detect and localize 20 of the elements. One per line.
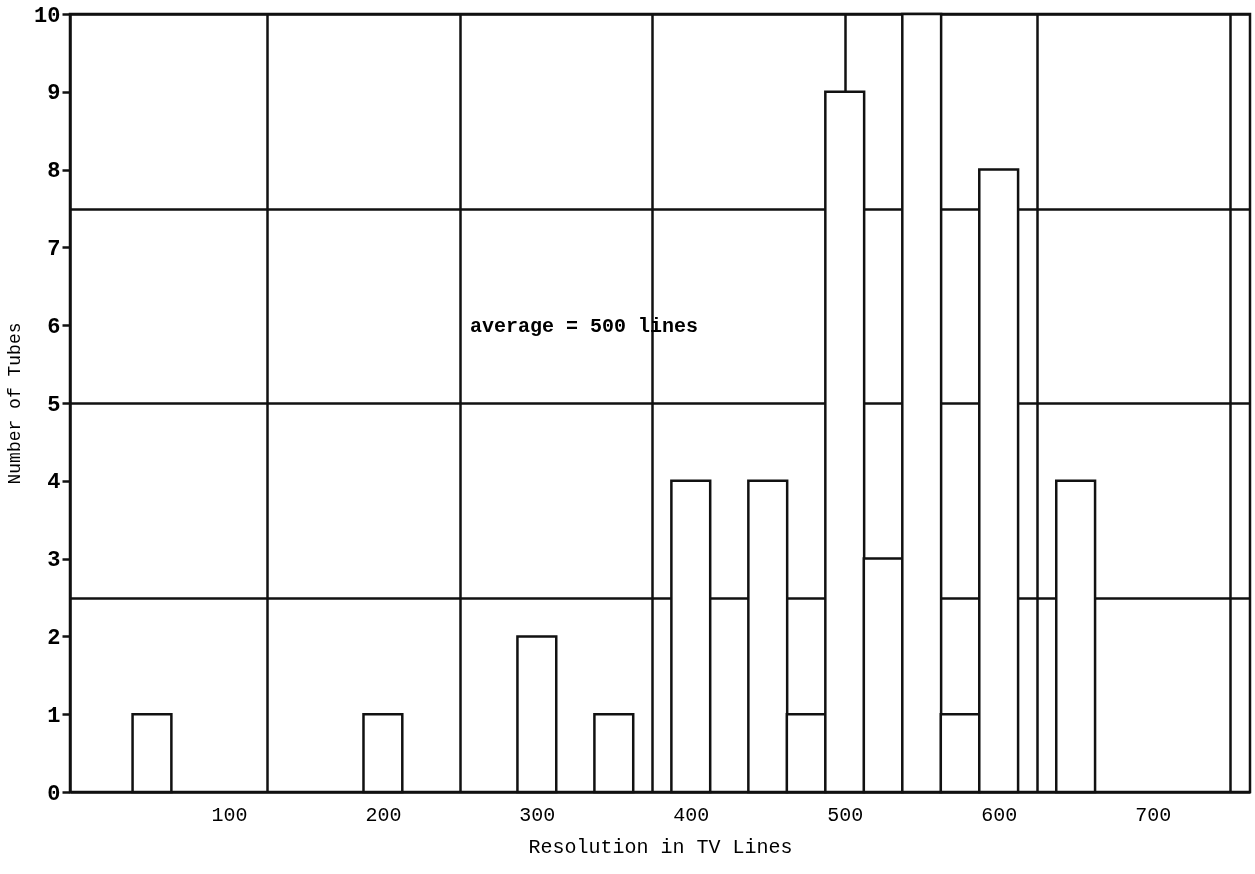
y-tick-label: 0 [47,781,61,807]
y-tick-label: 7 [47,236,61,262]
x-tick-label: 600 [981,803,1018,827]
y-tick-label: 8 [47,159,61,185]
x-tick-label: 700 [1135,803,1172,827]
x-axis-title: Resolution in TV Lines [528,835,793,859]
y-tick-label: 5 [47,392,61,418]
y-axis-title: Number of Tubes [5,322,26,485]
y-tick-label: 6 [47,314,61,340]
x-tick-label: 400 [673,803,710,827]
y-tick-label: 2 [47,625,61,651]
x-tick-label: 300 [519,803,556,827]
y-tick-label: 4 [47,470,61,496]
x-tick-label: 100 [211,803,248,827]
y-tick-label: 10 [34,3,61,29]
y-tick-label: 3 [47,548,61,574]
x-tick-label: 200 [365,803,402,827]
x-tick-label: 500 [827,803,864,827]
y-tick-label: 9 [47,81,61,107]
y-tick-label: 1 [47,703,61,729]
